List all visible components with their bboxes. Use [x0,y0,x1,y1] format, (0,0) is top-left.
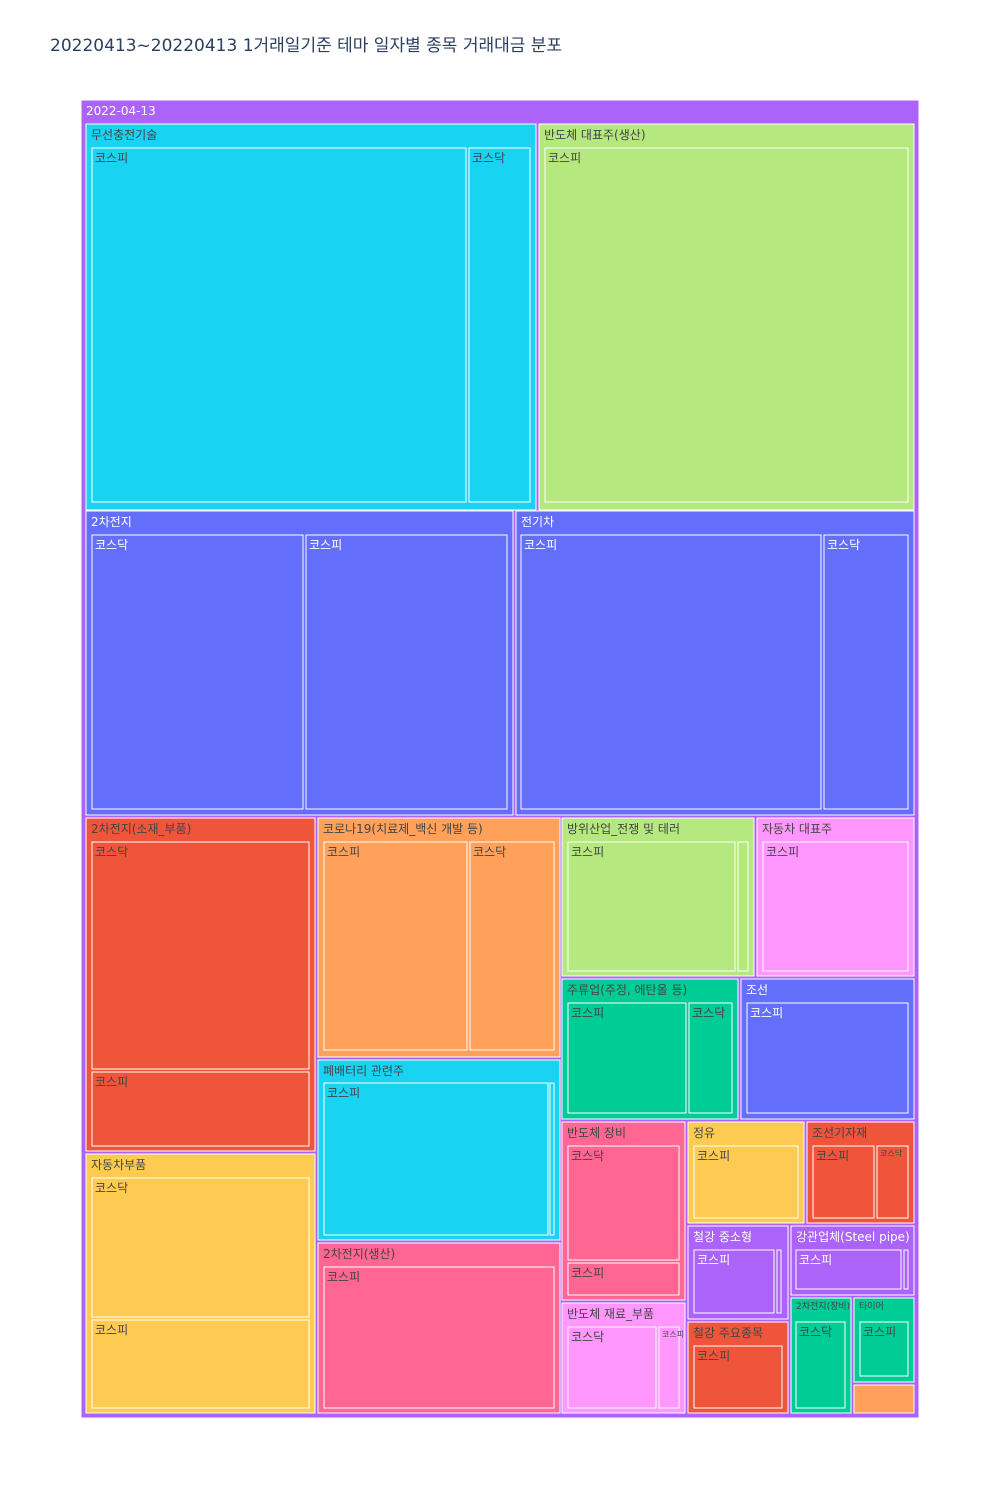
market-label: 코스닥 [571,1330,604,1344]
market-label: 코스피 [327,1086,360,1100]
market-tile[interactable] [469,841,555,1051]
market-tile[interactable] [549,1082,555,1236]
root-label: 2022-04-13 [86,104,156,118]
market-tile[interactable] [544,147,909,503]
market-tile[interactable] [693,1249,775,1314]
market-tile[interactable] [776,1249,782,1314]
market-label: 코스피 [95,1323,128,1337]
market-label: 코스닥 [827,538,860,552]
theme-label: 강관업체(Steel pipe) [796,1230,910,1244]
market-label: 코스피 [697,1349,730,1363]
chart-title: 20220413~20220413 1거래일기준 테마 일자별 종목 거래대금 … [50,36,563,56]
market-tile[interactable] [859,1321,909,1377]
market-label: 코스피 [571,1006,604,1020]
market-tile[interactable] [91,841,310,1070]
theme-label: 2차전지(장비) [796,1300,850,1312]
market-label: 코스피 [524,538,557,552]
market-label: 코스닥 [880,1148,903,1158]
market-label: 코스피 [95,1075,128,1089]
market-label: 코스피 [95,151,128,165]
market-tile[interactable] [305,534,508,810]
theme-label: 폐배터리 관련주 [323,1064,404,1078]
market-label: 코스피 [548,151,581,165]
market-tile[interactable] [567,1145,680,1261]
theme-label: 반도체 장비 [567,1126,626,1140]
market-tile[interactable] [795,1321,846,1409]
market-tile[interactable] [323,1266,555,1409]
market-tile[interactable] [693,1345,783,1409]
theme-label: 자동차부품 [91,1158,146,1172]
theme-label: 자동차 대표주 [762,822,832,836]
market-label: 코스닥 [95,1181,128,1195]
theme-label: 반도체 재료_부품 [567,1307,654,1321]
market-label: 코스피 [571,845,604,859]
theme-label: 타이어 [859,1301,884,1312]
theme-label: 무선충전기술 [91,128,157,142]
market-tile[interactable] [762,841,909,972]
theme-label: 코로나19(치료제_백신 개발 등) [323,822,483,836]
market-tile[interactable] [693,1145,799,1219]
theme-label: 조선 [746,983,768,997]
theme-label: 철강 주요종목 [693,1326,763,1340]
market-tile[interactable] [823,534,909,810]
market-label: 코스피 [309,538,342,552]
market-tile[interactable] [812,1145,875,1219]
market-label: 코스피 [816,1149,849,1163]
market-label: 코스닥 [473,845,506,859]
market-tile[interactable] [468,147,531,503]
theme-label: 주류업(주정, 에탄올 등) [567,983,687,997]
market-tile[interactable] [567,1002,687,1114]
market-label: 코스피 [799,1253,832,1267]
theme-label: 2차전지(생산) [323,1247,395,1261]
market-tile[interactable] [91,1071,310,1147]
market-label: 코스닥 [95,538,128,552]
market-label: 코스피 [766,845,799,859]
market-tile[interactable] [876,1145,909,1219]
theme-label: 철강 중소형 [693,1230,752,1244]
market-tile[interactable] [520,534,822,810]
market-tile[interactable] [903,1249,909,1290]
market-tile[interactable] [91,1319,310,1409]
market-tile[interactable] [91,1177,310,1318]
market-tile[interactable] [91,147,467,503]
theme-label: 2차전지 [91,515,132,529]
market-label: 코스닥 [472,151,505,165]
market-label: 코스닥 [95,845,128,859]
market-label: 코스피 [863,1325,896,1339]
market-label: 코스피 [697,1149,730,1163]
market-label: 코스닥 [692,1006,725,1020]
theme-label: 조선기자재 [812,1126,867,1140]
market-label: 코스닥 [571,1149,604,1163]
theme-label: 전기차 [521,515,554,529]
market-tile[interactable] [91,534,304,810]
market-tile[interactable] [795,1249,902,1290]
market-label: 코스닥 [799,1325,832,1339]
market-label: 코스피 [750,1006,783,1020]
market-tile[interactable] [688,1002,733,1114]
market-tile[interactable] [567,1326,657,1409]
market-tile[interactable] [658,1326,680,1409]
market-tile[interactable] [323,1082,549,1236]
market-tile[interactable] [567,841,736,972]
market-label: 코스피 [327,1270,360,1284]
market-label: 코스피 [327,845,360,859]
theme-label: 반도체 대표주(생산) [544,128,646,142]
market-tile[interactable] [746,1002,909,1114]
market-label: 코스피 [697,1253,730,1267]
market-label: 코스피 [662,1330,684,1339]
theme-label: 방위산업_전쟁 및 테러 [567,822,680,836]
theme-label: 2차전지(소재_부품) [91,822,191,836]
market-tile[interactable] [567,1262,680,1296]
market-label: 코스피 [571,1266,604,1280]
theme-label: 정유 [693,1126,715,1140]
market-tile[interactable] [323,841,468,1051]
theme-tile[interactable] [853,1384,915,1414]
market-tile[interactable] [737,841,749,972]
